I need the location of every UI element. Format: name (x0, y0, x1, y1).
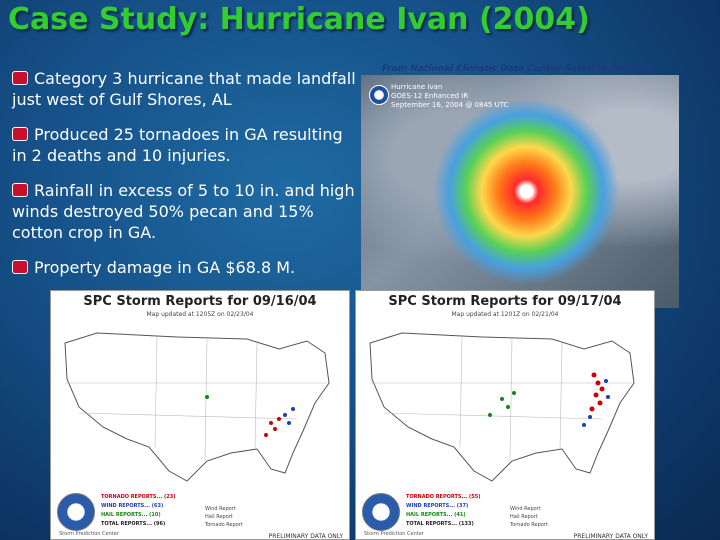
preliminary-note: PRELIMINARY DATA ONLY (573, 533, 648, 540)
bullet-marker-icon (12, 127, 28, 141)
noaa-logo-icon (57, 493, 95, 531)
report-markers (488, 372, 610, 427)
satellite-caption: From National Climatic Data Center Satel… (382, 64, 654, 74)
us-map-icon (369, 332, 635, 482)
tornado-count: TORNADO REPORTS... (23) (101, 494, 176, 500)
preliminary-note: PRELIMINARY DATA ONLY (268, 533, 343, 540)
bullet-item: Property damage in GA $68.8 M. (12, 257, 357, 278)
noaa-logo-icon (362, 493, 400, 531)
legend-notes: Wind Report Hail Report Tornado Report (510, 505, 548, 529)
wind-count: WIND REPORTS... (63) (101, 503, 164, 509)
satellite-image: Hurricane Ivan GOES-12 Enhanced IR Septe… (361, 75, 679, 308)
map-title: SPC Storm Reports for 09/17/04 (388, 294, 622, 309)
slide-title: Case Study: Hurricane Ivan (2004) (8, 2, 590, 37)
total-count: TOTAL REPORTS... (133) (406, 521, 474, 527)
bullet-text: Produced 25 tornadoes in GA resulting in… (12, 125, 343, 165)
bullet-list: Category 3 hurricane that made landfall … (12, 68, 357, 292)
bullet-marker-icon (12, 71, 28, 85)
legend-footer: Storm Prediction Center (59, 531, 119, 537)
wind-count: WIND REPORTS... (37) (406, 503, 469, 509)
legend-footer: Storm Prediction Center (364, 531, 424, 537)
bullet-text: Property damage in GA $68.8 M. (34, 258, 296, 277)
legend-note: Wind Report (510, 506, 541, 512)
noaa-logo-icon (369, 85, 389, 105)
legend-note: Hail Report (510, 514, 538, 520)
storm-report-map-0917: SPC Storm Reports for 09/17/04 Map updat… (355, 290, 655, 540)
satellite-label-line: September 16, 2004 @ 0845 UTC (391, 101, 509, 109)
satellite-label-line: GOES-12 Enhanced IR (391, 92, 469, 100)
satellite-label-line: Hurricane Ivan (391, 83, 443, 91)
map-updated: Map updated at 1201Z on 02/21/04 (451, 311, 559, 318)
satellite-label: Hurricane Ivan GOES-12 Enhanced IR Septe… (391, 83, 508, 110)
map-legend: TORNADO REPORTS... (23) WIND REPORTS... … (55, 493, 347, 539)
storm-report-map-0916: SPC Storm Reports for 09/16/04 Map updat… (50, 290, 350, 540)
report-counts: TORNADO REPORTS... (23) WIND REPORTS... … (101, 493, 176, 529)
bullet-text: Rainfall in excess of 5 to 10 in. and hi… (12, 181, 355, 242)
map-legend: TORNADO REPORTS... (55) WIND REPORTS... … (360, 493, 652, 539)
legend-note: Hail Report (205, 514, 233, 520)
legend-note: Wind Report (205, 506, 236, 512)
bullet-item: Rainfall in excess of 5 to 10 in. and hi… (12, 180, 357, 243)
bullet-item: Produced 25 tornadoes in GA resulting in… (12, 124, 357, 166)
hail-count: HAIL REPORTS... (41) (406, 512, 466, 518)
legend-note: Tornado Report (510, 522, 548, 528)
total-count: TOTAL REPORTS... (96) (101, 521, 166, 527)
tornado-count: TORNADO REPORTS... (55) (406, 494, 481, 500)
map-title: SPC Storm Reports for 09/16/04 (83, 294, 317, 309)
bullet-text: Category 3 hurricane that made landfall … (12, 69, 356, 109)
bullet-marker-icon (12, 183, 28, 197)
legend-notes: Wind Report Hail Report Tornado Report (205, 505, 243, 529)
legend-note: Tornado Report (205, 522, 243, 528)
report-counts: TORNADO REPORTS... (55) WIND REPORTS... … (406, 493, 481, 529)
map-updated: Map updated at 1205Z on 02/23/04 (146, 311, 254, 318)
us-map-icon (64, 332, 330, 482)
bullet-item: Category 3 hurricane that made landfall … (12, 68, 357, 110)
bullet-marker-icon (12, 260, 28, 274)
report-markers (205, 395, 295, 437)
hail-count: HAIL REPORTS... (10) (101, 512, 161, 518)
